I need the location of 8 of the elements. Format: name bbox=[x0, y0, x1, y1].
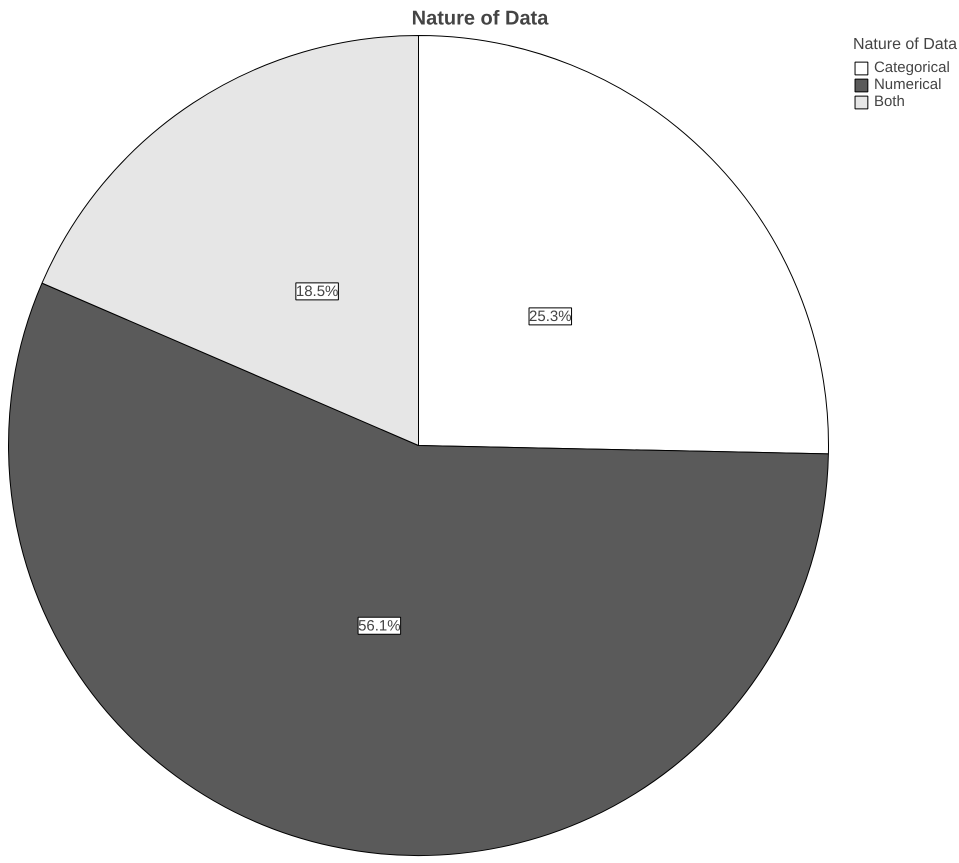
legend-label: Both bbox=[874, 93, 905, 110]
legend-label: Categorical bbox=[874, 59, 950, 76]
chart-title: Nature of Data bbox=[412, 8, 550, 30]
data-label: 25.3% bbox=[529, 308, 572, 325]
data-label: 56.1% bbox=[358, 617, 401, 634]
legend-title: Nature of Data bbox=[852, 36, 957, 54]
data-label: 18.5% bbox=[296, 282, 338, 300]
legend-label: Numerical bbox=[874, 76, 942, 93]
